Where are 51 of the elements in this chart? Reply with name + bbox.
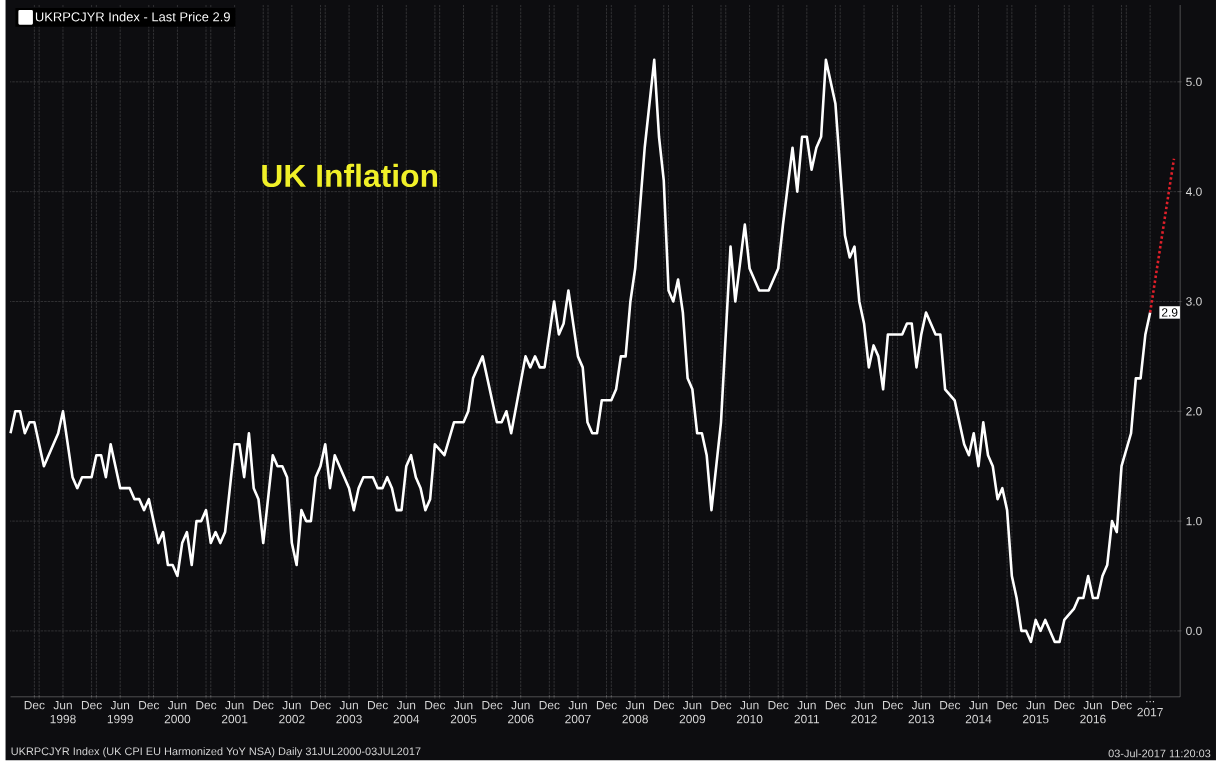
- legend-label: UKRPCJYR Index - Last Price 2.9: [35, 12, 230, 22]
- x-tick-label: Jun 2013: [908, 701, 935, 724]
- y-tick-label: 1.0: [1186, 517, 1202, 526]
- x-tick-label: Jun 2005: [450, 701, 477, 724]
- x-tick-label: Jun 2014: [965, 701, 992, 724]
- x-tick-label: Dec: [1054, 701, 1075, 710]
- x-tick-label: Dec: [310, 701, 331, 710]
- x-tick-label: Jun 2012: [851, 701, 877, 724]
- x-tick-label: Dec: [654, 701, 675, 710]
- x-tick-label: Dec: [425, 701, 446, 710]
- y-tick-label: 4.0: [1185, 187, 1202, 197]
- x-tick-label: Dec: [539, 701, 560, 710]
- text: UKRPCJYR Index (UK CPI EU Harmonized YoY NSA) Daily 31JUL2000-03JUL2017: [11, 747, 421, 758]
- x-tick-label: Dec: [711, 701, 732, 710]
- x-tick-label: Dec: [596, 701, 617, 710]
- x-tick-label: Jun 2000: [164, 701, 191, 724]
- x-tick-label: Jun 2011: [794, 701, 820, 724]
- x-tick-label: Jun 2003: [336, 701, 362, 724]
- x-tick-label: Dec: [196, 701, 217, 710]
- x-tick-label: Jun 2016: [1080, 701, 1106, 724]
- x-tick-label: Dec: [24, 701, 45, 710]
- x-tick-label: Dec: [825, 701, 846, 710]
- y-tick-label: 3.0: [1186, 297, 1202, 306]
- x-tick-label: Jun 1999: [107, 701, 133, 724]
- annotation: 2.9: [1161, 308, 1178, 317]
- x-tick-label: Jun 2007: [565, 701, 591, 724]
- y-tick-label: 0.0: [1186, 626, 1202, 636]
- x-tick-label: Dec: [253, 701, 274, 710]
- x-tick-label: Jun 2004: [393, 701, 420, 724]
- x-tick-label: Dec: [940, 701, 961, 710]
- x-tick-label: Dec: [883, 701, 903, 710]
- x-tick-label: Jun 2015: [1023, 701, 1049, 724]
- y-tick-label: 2.0: [1186, 407, 1202, 416]
- x-tick-label: Jun 2008: [622, 701, 648, 724]
- x-tick-label: Dec: [482, 701, 503, 710]
- x-tick-label: Dec: [368, 701, 388, 710]
- x-tick-label: Jun 2002: [279, 701, 305, 724]
- x-tick-label: Jun 2010: [736, 701, 763, 724]
- x-tick-label: Jun 2006: [508, 701, 534, 724]
- y-tick-label: 5.0: [1186, 77, 1202, 87]
- x-tick-label: Dec: [1111, 701, 1132, 710]
- x-tick-label: Jun 2001: [221, 701, 248, 724]
- x-tick-label: Dec: [81, 701, 102, 710]
- x-tick-label: Dec: [768, 701, 789, 710]
- text: UK Inflation: [262, 163, 438, 188]
- x-tick-label: Jun 1998: [50, 701, 76, 724]
- x-tick-label: Dec: [139, 701, 160, 710]
- x-tick-label: Dec: [997, 701, 1018, 710]
- text: 03-Jul-2017 11:20:03: [1108, 749, 1211, 758]
- x-tick-label: ... 2017: [1137, 701, 1163, 717]
- x-tick-label: Jun 2009: [679, 701, 706, 724]
